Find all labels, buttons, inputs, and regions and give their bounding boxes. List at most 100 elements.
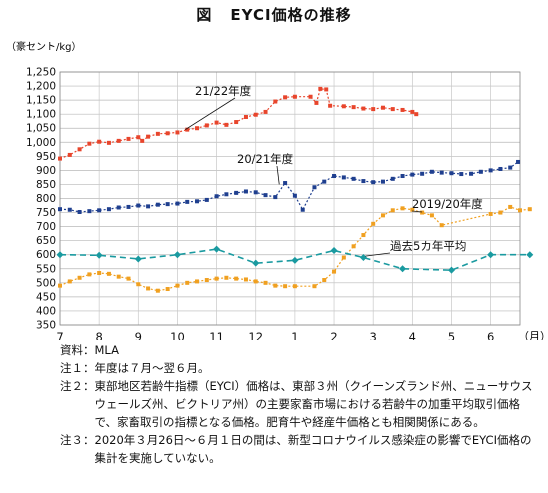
data-point [116, 274, 121, 279]
data-point [204, 197, 209, 202]
data-point [420, 210, 425, 215]
data-point [175, 283, 180, 288]
data-point [195, 279, 200, 284]
data-point [175, 201, 180, 206]
data-point [253, 112, 258, 117]
y-tick-label: 800 [36, 193, 56, 205]
data-point [273, 283, 278, 288]
data-point [106, 207, 111, 212]
data-point [341, 104, 346, 109]
data-point [498, 210, 503, 215]
chart-title: 図 EYCI価格の推移 [0, 4, 548, 25]
data-point [155, 202, 160, 207]
data-point [87, 272, 92, 277]
note-1: 注１： 年度は７月～翌６月。 [60, 361, 210, 375]
data-point [390, 107, 395, 112]
x-tick-label: 6 [487, 330, 494, 340]
x-tick-label: 1 [291, 330, 298, 340]
data-point [371, 107, 376, 112]
y-tick-label: 900 [36, 165, 56, 177]
y-tick-label: 650 [36, 235, 56, 247]
data-point [204, 278, 209, 283]
data-point [324, 87, 329, 92]
data-point [292, 193, 297, 198]
x-tick-label: 10 [170, 330, 185, 340]
data-point [439, 223, 444, 228]
data-point [359, 254, 367, 262]
data-point [224, 192, 229, 197]
data-point [97, 208, 102, 213]
data-point [155, 288, 160, 293]
data-point [155, 131, 160, 136]
data-point [332, 174, 337, 179]
note-3: 注３： 2020年３月26日～６月１日の間は、新型コロナウイルス感染症の影響でEY… [60, 433, 532, 465]
data-point [263, 280, 268, 285]
data-point [351, 105, 356, 110]
data-point [165, 287, 170, 292]
data-point [136, 203, 141, 208]
series-0 [58, 86, 419, 161]
x-tick-label: 12 [248, 330, 263, 340]
data-point [400, 206, 405, 211]
data-point [410, 109, 415, 114]
series-label: 21/22年度 [195, 84, 252, 98]
data-point [77, 275, 82, 280]
data-point [447, 266, 455, 274]
series-label: 2019/20年度 [412, 197, 483, 211]
data-point [410, 207, 415, 212]
data-point [318, 86, 323, 91]
data-point [429, 213, 434, 218]
data-point [400, 107, 405, 112]
data-point [58, 283, 62, 288]
data-point [361, 179, 366, 184]
data-point [58, 156, 62, 161]
data-point [97, 139, 102, 144]
data-point [214, 194, 219, 199]
axes: 350 400 450 500 550 600 650 700 750 800 850 900 950 1… [26, 67, 521, 340]
y-tick-label: 700 [36, 221, 56, 233]
y-tick-label: 500 [36, 277, 56, 289]
data-point [516, 159, 521, 164]
data-point [526, 251, 534, 259]
data-point [87, 209, 92, 214]
y-tick-label: 1,200 [26, 81, 56, 93]
data-point [126, 204, 131, 209]
y-tick-label: 350 [36, 320, 56, 332]
data-point [429, 169, 434, 174]
figure-label: 図 [196, 6, 213, 24]
line-chart: （豪セント/kg） （月） 35040045050055060065070075… [6, 40, 548, 340]
data-point [314, 100, 319, 105]
y-tick-label: 1,050 [26, 123, 56, 135]
data-point [185, 127, 190, 132]
x-tick-label: 9 [135, 330, 142, 340]
data-point [106, 140, 111, 145]
leader-line [276, 165, 280, 185]
data-point [126, 136, 131, 141]
data-point [77, 209, 82, 214]
note-source: 資料： MLA [60, 343, 119, 357]
figure-title: EYCI価格の推移 [230, 6, 352, 24]
data-point [165, 131, 170, 136]
data-point [351, 244, 356, 249]
data-point [243, 189, 248, 194]
data-point [97, 270, 102, 275]
y-tick-label: 950 [36, 151, 56, 163]
data-point [399, 265, 407, 273]
data-point [292, 94, 297, 99]
data-point [263, 109, 268, 114]
data-point [283, 95, 288, 100]
data-point [87, 141, 92, 146]
data-point [195, 199, 200, 204]
data-point [414, 112, 419, 117]
data-point [252, 259, 260, 267]
data-point [322, 278, 327, 283]
data-point [253, 190, 258, 195]
data-point [116, 205, 121, 210]
data-point [380, 105, 385, 110]
data-point [508, 204, 513, 209]
data-point [77, 147, 82, 152]
data-point [234, 276, 239, 281]
x-tick-label: 11 [209, 330, 224, 340]
data-point [214, 120, 219, 125]
